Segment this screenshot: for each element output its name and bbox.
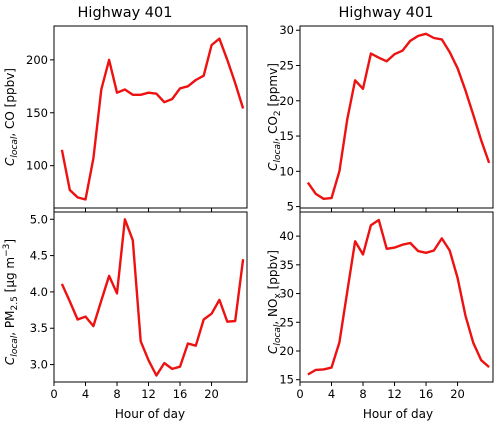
y-tick-label: 4.5 — [30, 249, 48, 263]
plot-marks: 100 150 200 — [26, 37, 245, 212]
x-axis-label: Hour of day — [115, 407, 185, 421]
y-tick-label: 30 — [279, 23, 294, 37]
ylabel-main: C — [266, 345, 280, 354]
y-tick-label: 15 — [279, 373, 294, 387]
ylabel-sub: local — [273, 324, 283, 345]
y-tick-label: 25 — [279, 59, 294, 73]
x-tick-label: 0 — [296, 387, 303, 401]
axes-frame — [299, 211, 494, 383]
ylabel-rest3: ] — [3, 239, 17, 244]
plot-marks: 0 4 8 12 16 20 15 20 25 30 35 40 — [279, 218, 490, 401]
ylabel-rest2: [ppmv] — [266, 63, 280, 110]
series-line — [60, 218, 245, 377]
series-line — [306, 32, 491, 201]
panel-co2: Highway 401 Clocal, CO2 [ppmv] 5 10 15 20 25… — [266, 5, 494, 214]
y-tick-label: 5 — [287, 200, 294, 214]
ylabel-rest: , PM — [3, 310, 17, 335]
series-line — [60, 37, 245, 201]
ylabel-sub: local — [10, 335, 20, 356]
y-tick-label: 20 — [279, 94, 294, 108]
ylabel-main: C — [266, 162, 280, 171]
y-tick-label: 4.0 — [30, 285, 48, 299]
ylabel-rest: , NO — [266, 299, 280, 325]
x-tick-label: 12 — [141, 387, 156, 401]
y-tick-label: 35 — [279, 258, 294, 272]
panel-pm25: Clocal, PM2.5 [µg m−3] Hour of day 0 4 8 12… — [2, 211, 248, 421]
ylabel-sub: local — [273, 141, 283, 162]
y-tick-label: 25 — [279, 315, 294, 329]
y-tick-label: 20 — [279, 344, 294, 358]
y-axis-label: Clocal, PM2.5 [µg m−3] — [2, 239, 20, 365]
panel-nox: Clocal, NOx [ppbv] Hour of day 0 4 8 12 16 20… — [266, 211, 494, 421]
y-tick-label: 200 — [26, 53, 48, 67]
ylabel-rest: , CO — [266, 116, 280, 141]
y-axis-label: Clocal, NOx [ppbv] — [266, 250, 283, 354]
panel-title: Highway 401 — [339, 5, 434, 21]
y-tick-label: 3.5 — [30, 321, 48, 335]
x-tick-label: 4 — [328, 387, 335, 401]
y-tick-label: 15 — [279, 129, 294, 143]
y-tick-label: 100 — [26, 159, 48, 173]
x-tick-label: 16 — [173, 387, 188, 401]
ylabel-sub2: 2 — [273, 110, 283, 116]
ylabel-sub2: x — [273, 293, 283, 299]
y-tick-label: 10 — [279, 164, 294, 178]
y-tick-label: 150 — [26, 106, 48, 120]
x-tick-label: 20 — [450, 387, 465, 401]
y-tick-label: 40 — [279, 229, 294, 243]
x-tick-label: 8 — [113, 387, 120, 401]
axes-frame — [299, 25, 494, 209]
x-tick-label: 20 — [204, 387, 219, 401]
ylabel-rest2: [ppbv] — [266, 250, 280, 293]
y-tick-label: 30 — [279, 287, 294, 301]
x-tick-label: 8 — [359, 387, 366, 401]
ylabel-rest2: [µg m — [3, 257, 17, 296]
axes-frame — [53, 25, 248, 209]
panel-title: Highway 401 — [78, 5, 173, 21]
series-line — [307, 218, 490, 376]
x-tick-label: 4 — [82, 387, 89, 401]
axes-frame — [53, 211, 248, 383]
y-tick-label: 5.0 — [30, 212, 48, 226]
plot-marks: 5 10 15 20 25 30 — [279, 23, 491, 214]
panel-co: Highway 401 Clocal, CO [ppbv] 100 150 200 — [3, 5, 248, 212]
plot-marks: 0 4 8 12 16 20 3.0 3.5 4.0 4.5 5.0 — [30, 212, 245, 401]
y-axis-label: Clocal, CO [ppbv] — [3, 68, 20, 166]
ylabel-main: C — [3, 157, 17, 166]
x-tick-label: 0 — [50, 387, 57, 401]
ylabel-sub: local — [10, 136, 20, 157]
y-tick-label: 3.0 — [30, 358, 48, 372]
ylabel-sub2: 2.5 — [10, 296, 20, 310]
x-tick-label: 12 — [387, 387, 402, 401]
x-axis-label: Hour of day — [363, 407, 433, 421]
ylabel-rest: , CO [ppbv] — [3, 68, 17, 137]
x-tick-label: 16 — [419, 387, 434, 401]
ylabel-main: C — [3, 356, 17, 365]
y-axis-label: Clocal, CO2 [ppmv] — [266, 63, 283, 171]
ylabel-sup: −3 — [2, 244, 12, 257]
